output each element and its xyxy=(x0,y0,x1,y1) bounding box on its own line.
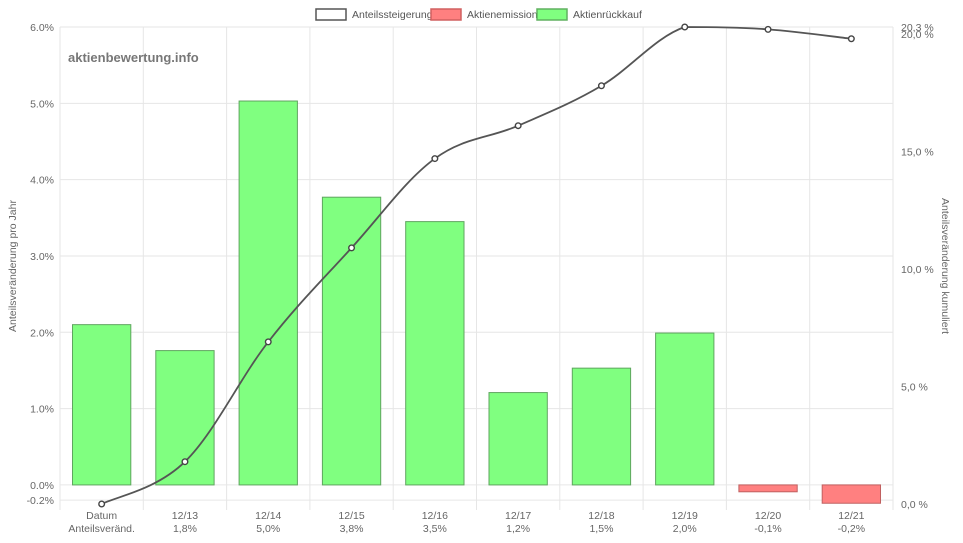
x-tick-sublabel: 3,5% xyxy=(423,523,447,535)
right-tick-label: 0,0 % xyxy=(901,499,928,511)
line-series xyxy=(98,23,855,508)
x-tick-label: 12/19 xyxy=(672,510,698,522)
line-point xyxy=(348,244,356,252)
bar-series xyxy=(71,100,882,504)
x-tick-sublabel: 3,8% xyxy=(340,523,364,535)
line-point xyxy=(98,500,106,508)
left-tick-label: 6.0% xyxy=(30,22,54,34)
left-tick-label: 4.0% xyxy=(30,175,54,187)
bar xyxy=(321,196,382,486)
x-tick-sublabel: 1,5% xyxy=(589,523,613,535)
x-tick-label: 12/16 xyxy=(422,510,448,522)
right-axis-title: Anteilsveränderung kumuliert xyxy=(939,198,951,334)
left-tick-label: 5.0% xyxy=(30,98,54,110)
x-tick-label: 12/15 xyxy=(338,510,364,522)
left-axis-title: Anteilsveränderung pro Jahr xyxy=(7,200,19,332)
watermark-logo: aktienbewertung.info xyxy=(68,50,199,65)
x-tick-label: 12/20 xyxy=(755,510,781,522)
left-y-axis: 6.0% 5.0% 4.0% 3.0% 2.0% 1.0% 0.0% -0.2% xyxy=(27,22,54,507)
right-tick-label: 20,0 % xyxy=(901,29,934,41)
bar xyxy=(821,484,882,504)
x-tick-sublabel: -0,2% xyxy=(838,523,865,535)
x-tick-sublabel: Anteilsveränd. xyxy=(68,523,135,535)
x-tick-sublabel: 5,0% xyxy=(256,523,280,535)
line-point xyxy=(514,122,522,130)
line-point xyxy=(431,155,439,163)
legend-label: Aktienemission xyxy=(467,9,538,21)
left-tick-label: 2.0% xyxy=(30,327,54,339)
x-tick-label: 12/14 xyxy=(255,510,281,522)
left-tick-label: 0.0% xyxy=(30,480,54,492)
bar xyxy=(405,221,465,486)
right-tick-label: 20,3 % xyxy=(901,22,934,34)
right-y-axis: 20,3 %20,0 % 15,0 % 10,0 % 5,0 % 0,0 % xyxy=(901,22,934,511)
x-tick-sublabel: 1,8% xyxy=(173,523,197,535)
legend-swatch xyxy=(315,8,347,21)
bar xyxy=(738,484,798,493)
bar xyxy=(71,324,132,486)
line-point xyxy=(764,25,772,33)
bar xyxy=(488,392,548,486)
legend-label: Aktienrückkauf xyxy=(573,9,642,21)
x-tick-sublabel: 2,0% xyxy=(673,523,697,535)
left-tick-label: -0.2% xyxy=(27,495,54,507)
x-tick-label: 12/17 xyxy=(505,510,531,522)
x-tick-sublabel: -0,1% xyxy=(754,523,781,535)
right-tick-label: 10,0 % xyxy=(901,264,934,276)
line-point xyxy=(847,35,855,43)
line-point xyxy=(597,82,605,90)
bar xyxy=(238,100,298,486)
x-tick-label: 12/21 xyxy=(838,510,864,522)
left-tick-label: 1.0% xyxy=(30,404,54,416)
legend[interactable]: Anteilssteigerung Aktienemission Aktienrüc… xyxy=(315,8,642,21)
line-point xyxy=(681,23,689,31)
legend-label: Anteilssteigerung xyxy=(352,9,433,21)
x-tick-sublabel: 1,2% xyxy=(506,523,530,535)
cumulative-line xyxy=(101,26,852,505)
right-tick-label: 5,0 % xyxy=(901,382,928,394)
bar xyxy=(571,367,632,486)
x-tick-label: 12/13 xyxy=(172,510,198,522)
legend-swatch xyxy=(536,8,568,21)
right-tick-label: 15,0 % xyxy=(901,147,934,159)
x-tick-label: Datum xyxy=(86,510,117,522)
legend-swatch xyxy=(430,8,462,21)
line-point xyxy=(264,338,272,346)
line-point xyxy=(181,458,189,466)
bar xyxy=(655,332,715,486)
x-tick-label: 12/18 xyxy=(588,510,614,522)
left-tick-label: 3.0% xyxy=(30,251,54,263)
